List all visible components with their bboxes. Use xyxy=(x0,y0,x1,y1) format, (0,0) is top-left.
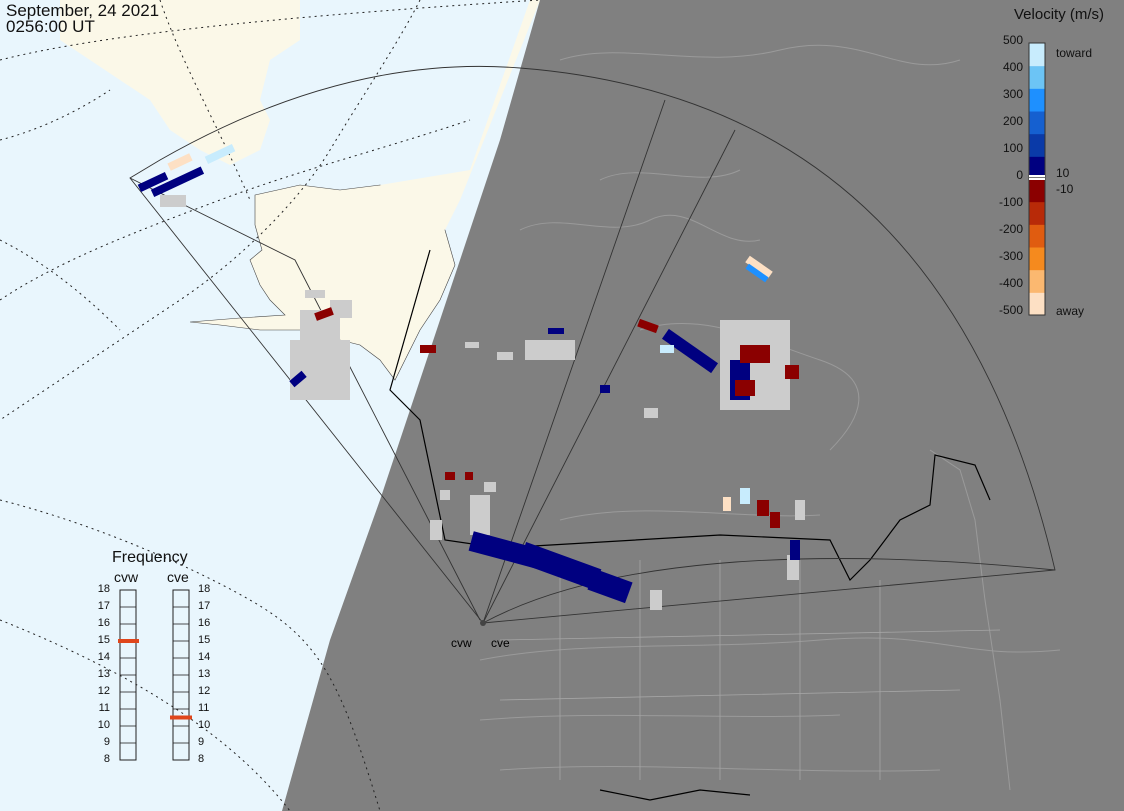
frequency-tick-label: 14 xyxy=(198,651,211,663)
frequency-tick-label: 8 xyxy=(198,753,205,765)
colorbar-tick-label: 0 xyxy=(1016,168,1023,182)
geo-grid xyxy=(0,0,541,811)
frequency-tick-label: 13 xyxy=(97,668,110,680)
frequency-tick-label: 16 xyxy=(198,617,211,629)
frequency-ladders xyxy=(118,589,192,761)
colorbar-toward-label: toward xyxy=(1056,46,1093,60)
colorbar-tick-label: 100 xyxy=(1002,141,1023,155)
frequency-tick-label: 17 xyxy=(97,600,110,612)
frequency-tick-label: 11 xyxy=(98,702,110,714)
colorbar-title: Velocity (m/s) xyxy=(1014,6,1105,23)
frequency-tick-label: 9 xyxy=(103,736,110,748)
frequency-tick-label: 18 xyxy=(198,583,211,595)
time-label: 0256:00 UT xyxy=(6,17,95,36)
frequency-tick-label: 15 xyxy=(198,634,211,646)
frequency-tick-label: 9 xyxy=(198,736,205,748)
ground-scatter xyxy=(160,195,805,610)
colorbar-stripe xyxy=(1029,269,1045,293)
frequency-tick-label: 12 xyxy=(198,685,211,697)
colorbar-stripe xyxy=(1029,88,1045,112)
frequency-tick-label: 16 xyxy=(97,617,110,629)
frequency-tick-label: 15 xyxy=(97,634,110,646)
frequency-head-cvw: cvw xyxy=(114,569,139,585)
radar-site-marker xyxy=(480,620,486,626)
colorbar-inner-label-neg: -10 xyxy=(1056,182,1074,196)
frequency-indicator-cvw xyxy=(118,639,139,643)
colorbar-tick-label: -200 xyxy=(998,222,1023,236)
colorbar-tick-label: 200 xyxy=(1002,114,1023,128)
frequency-tick-label: 11 xyxy=(198,702,210,714)
colorbar-stripe xyxy=(1029,111,1045,135)
velocity-colorbar xyxy=(1028,42,1046,316)
date-label: September, 24 2021 xyxy=(6,1,160,20)
colorbar-stripe xyxy=(1029,292,1045,316)
radar-label-cvw: cvw xyxy=(451,636,472,650)
arctic-land xyxy=(60,0,300,165)
frequency-title: Frequency xyxy=(112,549,188,566)
frequency-tick-label: 18 xyxy=(97,583,110,595)
colorbar-inner-label-pos: 10 xyxy=(1056,166,1070,180)
colorbar-stripe xyxy=(1029,179,1045,203)
colorbar-stripe xyxy=(1029,224,1045,248)
frequency-tick-label: 14 xyxy=(97,651,110,663)
colorbar-stripe xyxy=(1029,201,1045,225)
colorbar-tick-label: 500 xyxy=(1002,33,1023,47)
colorbar-tick-label: -500 xyxy=(998,303,1023,317)
frequency-tick-label: 12 xyxy=(97,685,110,697)
colorbar-stripe xyxy=(1029,65,1045,89)
colorbar-stripe xyxy=(1029,43,1045,67)
colorbar-stripe xyxy=(1029,133,1045,157)
frequency-tick-label: 13 xyxy=(198,668,211,680)
colorbar-tick-label: -400 xyxy=(998,276,1023,290)
colorbar-stripe xyxy=(1029,156,1045,180)
velocity-echoes xyxy=(137,144,800,604)
frequency-tick-label: 17 xyxy=(198,600,211,612)
state-lines xyxy=(499,560,1001,780)
colorbar-tick-label: 400 xyxy=(1002,60,1023,74)
canada-day-land xyxy=(380,0,540,230)
colorbar-tick-label: -300 xyxy=(998,249,1023,263)
frequency-tick-label: 10 xyxy=(198,719,211,731)
frequency-indicator-cve xyxy=(170,715,192,720)
colorbar-tick-label: -100 xyxy=(998,195,1023,209)
colorbar-away-label: away xyxy=(1056,304,1085,318)
radar-label-cve: cve xyxy=(491,636,510,650)
night-coastlines xyxy=(479,44,1061,791)
borders xyxy=(389,249,991,801)
frequency-tick-label: 8 xyxy=(103,753,110,765)
frequency-tick-label: 10 xyxy=(97,719,110,731)
fov-outlines xyxy=(129,65,1056,624)
colorbar-tick-label: 300 xyxy=(1002,87,1023,101)
frequency-head-cve: cve xyxy=(167,569,189,585)
night-terminator xyxy=(282,0,1124,811)
colorbar-stripe xyxy=(1029,247,1045,271)
